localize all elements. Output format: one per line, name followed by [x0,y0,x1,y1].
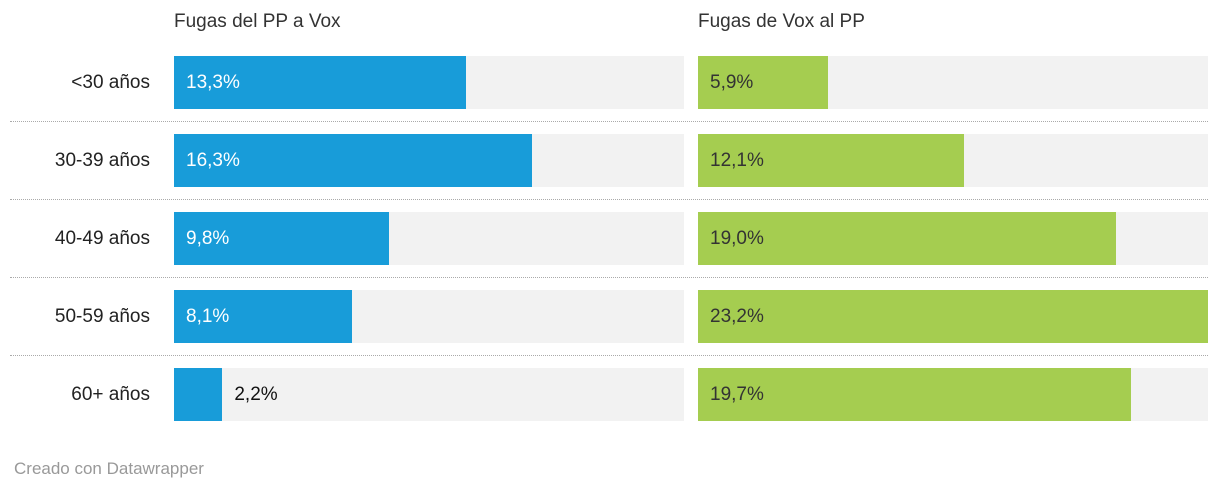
bar-track-vox-al-pp: 12,1% [698,134,1208,187]
value-label: 16,3% [186,149,240,171]
bar-vox-al-pp[interactable]: 19,7% [698,368,1132,421]
chart-row: 50-59 años 8,1% 23,2% [10,278,1208,356]
bar-track-vox-al-pp: 23,2% [698,290,1208,343]
value-label: 8,1% [186,305,230,327]
value-label: 13,3% [186,71,240,93]
value-label: 23,2% [710,305,764,327]
category-label: 40-49 años [54,227,150,249]
header-spacer [10,10,160,40]
bar-vox-al-pp[interactable]: 12,1% [698,134,964,187]
category-label: 50-59 años [54,305,150,327]
chart-row: 60+ años 2,2% 19,7% [10,356,1208,433]
value-label: 9,8% [186,227,230,249]
bar-pp-a-vox[interactable] [174,368,223,421]
value-label: 19,7% [710,383,764,405]
bar-track-pp-a-vox: 16,3% [174,134,684,187]
value-label: 12,1% [710,149,764,171]
bar-track-vox-al-pp: 19,0% [698,212,1208,265]
bar-track-pp-a-vox: 8,1% [174,290,684,343]
attribution-text: Creado con Datawrapper [14,459,204,478]
value-label: 5,9% [710,71,754,93]
bar-pp-a-vox[interactable]: 9,8% [174,212,390,265]
bar-track-vox-al-pp: 5,9% [698,56,1208,109]
value-label: 19,0% [710,227,764,249]
chart-header: Fugas del PP a Vox Fugas de Vox al PP [10,10,1208,40]
bar-vox-al-pp[interactable]: 23,2% [698,290,1208,343]
column-title-vox-al-pp: Fugas de Vox al PP [698,11,865,32]
value-label: 2,2% [234,383,278,405]
bar-pp-a-vox[interactable]: 16,3% [174,134,533,187]
bar-pp-a-vox[interactable]: 8,1% [174,290,353,343]
bar-track-pp-a-vox: 13,3% [174,56,684,109]
chart-row: 30-39 años 16,3% 12,1% [10,122,1208,200]
category-label: 30-39 años [54,149,150,171]
chart-rows: <30 años 13,3% 5,9% 30-39 años 16,3% 12,1% 40-… [10,44,1208,433]
bar-vox-al-pp[interactable]: 5,9% [698,56,828,109]
bar-track-pp-a-vox: 9,8% [174,212,684,265]
bar-track-vox-al-pp: 19,7% [698,368,1208,421]
bar-vox-al-pp[interactable]: 19,0% [698,212,1116,265]
chart-row: <30 años 13,3% 5,9% [10,44,1208,122]
bar-pp-a-vox[interactable]: 13,3% [174,56,467,109]
category-label: 60+ años [71,383,150,405]
category-label: <30 años [71,71,150,93]
chart-row: 40-49 años 9,8% 19,0% [10,200,1208,278]
bar-track-pp-a-vox: 2,2% [174,368,684,421]
column-title-pp-a-vox: Fugas del PP a Vox [174,11,341,32]
